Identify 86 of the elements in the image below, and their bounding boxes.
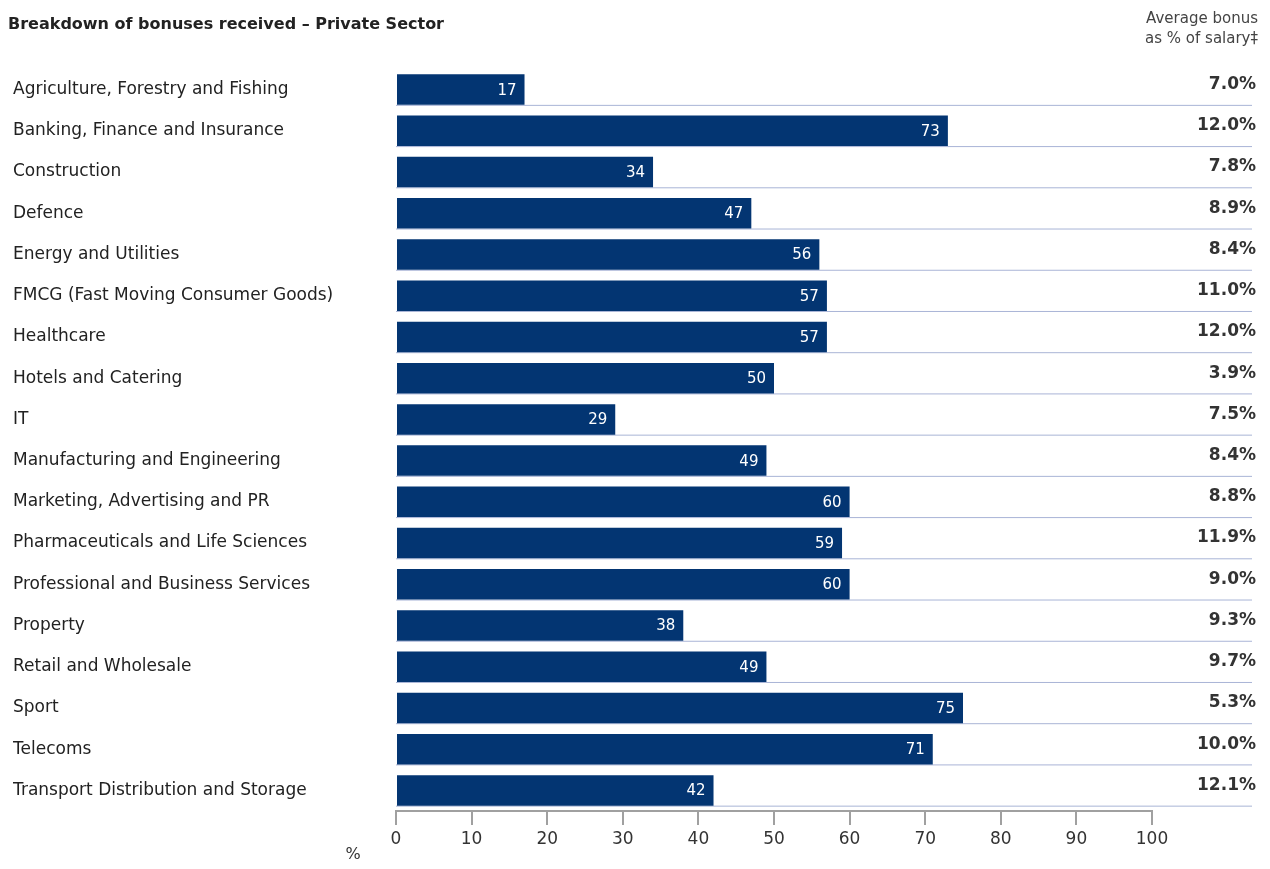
text: 11.9%: [1197, 526, 1256, 547]
data-label: 73: [920, 121, 940, 140]
bar: [397, 198, 752, 229]
x-tick-label: 50: [763, 827, 785, 848]
y-tick-label: Pharmaceuticals and Life Sciences: [13, 531, 308, 552]
x-tick-label: 80: [989, 827, 1012, 848]
data-label: 29: [588, 410, 608, 429]
text: 12.1%: [1197, 773, 1256, 794]
y-tick-label: Defence: [13, 201, 84, 222]
data-label: 71: [905, 740, 925, 759]
y-tick-label: Manufacturing and Engineering: [13, 449, 281, 470]
x-tick-label: 70: [914, 827, 937, 848]
text: Breakdown of bonuses received – Private Sector: [8, 14, 445, 33]
text: 11.0%: [1197, 279, 1256, 300]
bar: [397, 610, 684, 641]
text: 9.3%: [1208, 608, 1256, 629]
x-tick-label: 20: [536, 827, 559, 848]
y-tick-label: Sport: [13, 696, 59, 717]
text: 7.8%: [1208, 155, 1256, 176]
bar: [397, 115, 948, 147]
text: 9.7%: [1208, 650, 1256, 671]
data-label: 17: [497, 80, 517, 99]
x-tick-label: 40: [687, 827, 710, 848]
bar: [397, 651, 767, 682]
data-label: 75: [935, 698, 955, 717]
data-label: 49: [739, 451, 759, 470]
data-label: 56: [792, 245, 812, 264]
bar: [397, 280, 827, 311]
bar: [397, 569, 850, 600]
x-tick-label: 90: [1065, 827, 1088, 848]
bar: [397, 156, 654, 188]
text: 9.0%: [1208, 567, 1256, 588]
text: 8.8%: [1208, 485, 1256, 506]
data-label: 60: [822, 492, 842, 511]
text: 5.3%: [1208, 691, 1256, 712]
text: 8.9%: [1208, 196, 1256, 217]
text: 7.0%: [1208, 73, 1256, 94]
x-tick-label: 60: [838, 827, 861, 848]
x-tick-label: 100: [1135, 827, 1169, 848]
y-tick-label: Retail and Wholesale: [13, 655, 192, 676]
y-tick-label: Healthcare: [13, 325, 106, 346]
data-label: 57: [799, 327, 819, 346]
y-tick-label: Agriculture, Forestry and Fishing: [13, 78, 289, 99]
y-tick-label: Banking, Finance and Insurance: [13, 119, 285, 140]
data-label: 38: [656, 616, 676, 635]
bar: [397, 362, 774, 394]
data-label: 49: [739, 657, 759, 676]
y-tick-label: Property: [13, 613, 85, 634]
y-tick-label: Transport Distribution and Storage: [12, 778, 307, 799]
bar: [397, 239, 820, 270]
text: 10.0%: [1197, 732, 1256, 753]
data-label: 57: [799, 286, 819, 305]
bar: [397, 486, 850, 518]
y-tick-label: Energy and Utilities: [13, 242, 180, 263]
text: 7.5%: [1208, 402, 1256, 423]
text: 8.4%: [1208, 237, 1256, 258]
x-axis-title: %: [345, 844, 361, 863]
bar: [397, 445, 767, 476]
bar: [397, 74, 525, 105]
bar: [397, 775, 714, 806]
bar: [397, 321, 827, 353]
y-tick-label: Hotels and Catering: [13, 366, 183, 387]
y-tick-label: Professional and Business Services: [13, 572, 311, 593]
data-label: 42: [686, 781, 706, 800]
data-label: 47: [724, 204, 744, 223]
x-tick-label: 10: [460, 827, 483, 848]
bar: [397, 733, 933, 765]
x-tick-label: 30: [611, 827, 634, 848]
y-tick-label: Telecoms: [12, 737, 92, 758]
data-label: 60: [822, 575, 842, 594]
x-tick-label: 0: [390, 827, 402, 848]
data-label: 34: [625, 162, 646, 181]
text: 12.0%: [1197, 114, 1256, 135]
y-tick-label: Marketing, Advertising and PR: [13, 490, 270, 511]
bar: [397, 692, 963, 724]
bar: [397, 404, 616, 435]
text: 8.4%: [1208, 444, 1256, 465]
bar: [397, 527, 843, 559]
text: 12.0%: [1197, 320, 1256, 341]
y-tick-label: Construction: [13, 160, 122, 181]
text: Average bonus as % of salary‡: [1144, 8, 1258, 48]
y-tick-label: IT: [13, 407, 30, 428]
data-label: 59: [814, 533, 835, 552]
data-label: 50: [746, 369, 766, 388]
text: 3.9%: [1208, 361, 1256, 382]
y-tick-label: FMCG (Fast Moving Consumer Goods): [13, 284, 334, 305]
